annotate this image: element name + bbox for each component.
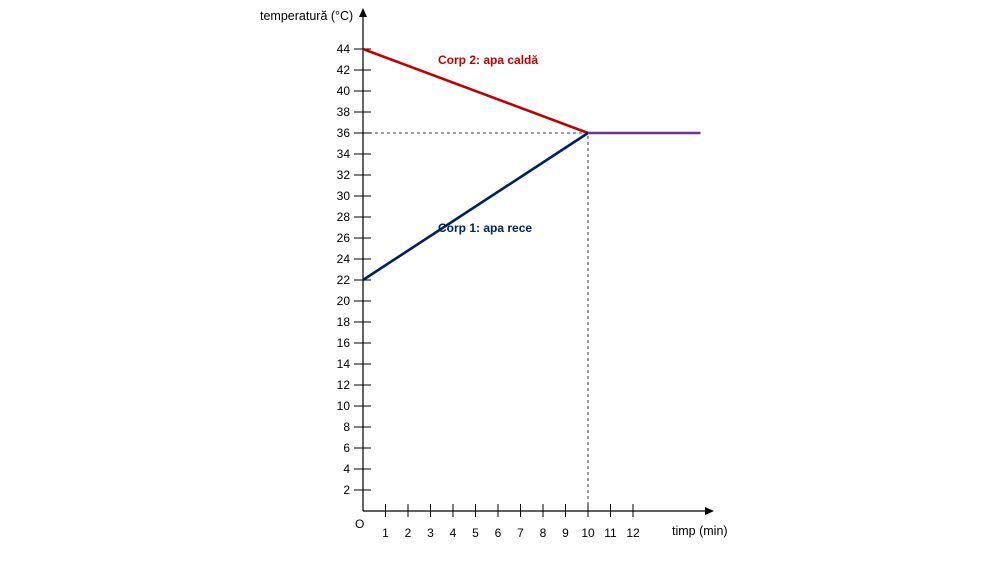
y-tick-label: 24 — [337, 252, 351, 266]
y-axis-arrow — [359, 8, 367, 17]
y-tick-label: 16 — [337, 336, 351, 350]
y-tick-label: 6 — [343, 441, 350, 455]
y-tick-label: 34 — [337, 147, 351, 161]
series-label-cold-water: Corp 1: apa rece — [438, 221, 532, 235]
x-tick-label: 4 — [450, 526, 457, 540]
y-tick-label: 14 — [337, 357, 351, 371]
axes — [359, 8, 714, 515]
y-tick-label: 44 — [337, 42, 351, 56]
y-tick-label: 8 — [343, 420, 350, 434]
x-tick-label: 1 — [382, 526, 389, 540]
series-line-0 — [362, 47, 589, 135]
x-tick-label: 5 — [472, 526, 479, 540]
x-tick-label: 9 — [562, 526, 569, 540]
x-ticks: 1 2 3 4 5 6 7 8 9 10 11 12 — [382, 504, 640, 540]
series-label-hot-water: Corp 2: apa caldă — [438, 53, 538, 67]
x-tick-label: 3 — [427, 526, 434, 540]
y-tick-label: 42 — [337, 63, 351, 77]
x-tick-label: 11 — [604, 526, 617, 540]
y-tick-label: 40 — [337, 84, 351, 98]
reference-lines — [363, 132, 589, 511]
y-tick-label: 12 — [337, 378, 351, 392]
origin-label: O — [355, 517, 364, 531]
y-tick-label: 4 — [343, 462, 350, 476]
y-tick-label: 28 — [337, 210, 351, 224]
y-axis-title: temperatură (°C) — [260, 9, 353, 23]
y-tick-label: 20 — [337, 294, 351, 308]
series-lines — [362, 47, 701, 282]
y-tick-label: 30 — [337, 189, 351, 203]
y-tick-label: 2 — [343, 483, 350, 497]
y-tick-label: 38 — [337, 105, 351, 119]
x-tick-label: 10 — [581, 526, 595, 540]
x-axis-title: timp (min) — [672, 524, 728, 538]
y-tick-label: 22 — [337, 273, 351, 287]
x-tick-label: 8 — [540, 526, 547, 540]
x-tick-label: 12 — [626, 526, 640, 540]
y-tick-label: 32 — [337, 168, 351, 182]
y-tick-label: 36 — [337, 126, 351, 140]
x-tick-label: 7 — [517, 526, 524, 540]
y-tick-label: 10 — [337, 399, 351, 413]
series-line-1 — [362, 131, 589, 282]
y-tick-label: 26 — [337, 231, 351, 245]
y-tick-label: 18 — [337, 315, 351, 329]
x-axis-arrow — [705, 507, 714, 515]
x-tick-label: 2 — [405, 526, 412, 540]
x-tick-label: 6 — [495, 526, 502, 540]
